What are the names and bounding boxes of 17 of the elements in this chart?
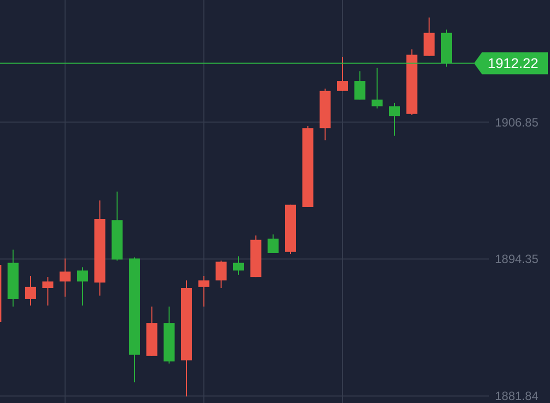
candlestick xyxy=(76,266,88,306)
candlestick xyxy=(60,258,71,298)
candlestick xyxy=(336,56,348,92)
candlestick xyxy=(24,275,36,306)
candlestick xyxy=(216,260,227,289)
candlestick xyxy=(372,67,383,109)
candlestick xyxy=(388,102,400,136)
candlestick xyxy=(198,275,210,308)
y-tick-label: 1894.35 xyxy=(495,252,539,266)
candlestick xyxy=(354,70,366,100)
candlestick xyxy=(42,276,54,306)
candlestick xyxy=(424,17,435,56)
y-tick-label: 1881.84 xyxy=(495,389,539,403)
y-tick-label: 1906.85 xyxy=(495,115,539,130)
candlestick xyxy=(268,234,279,254)
candlestick xyxy=(232,256,244,276)
ref-line-label: 1912.22 xyxy=(488,55,539,72)
